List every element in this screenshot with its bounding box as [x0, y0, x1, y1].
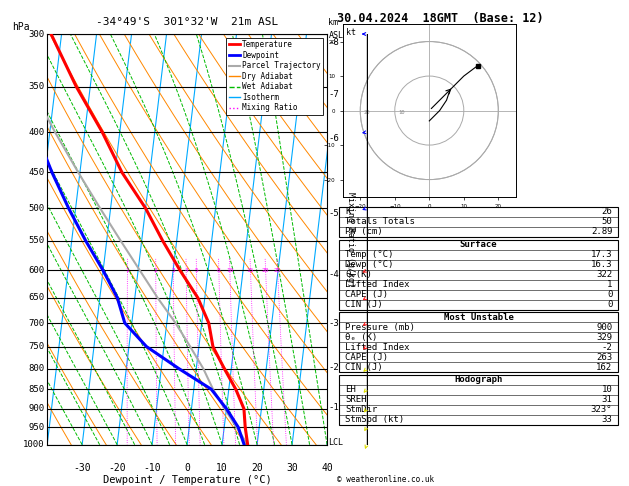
Text: Pressure (mb): Pressure (mb) [345, 323, 415, 332]
Text: 15: 15 [247, 268, 254, 273]
Text: Lifted Index: Lifted Index [345, 280, 409, 289]
Text: 450: 450 [28, 168, 45, 177]
Text: Dewpoint / Temperature (°C): Dewpoint / Temperature (°C) [103, 475, 272, 486]
Text: 0: 0 [184, 463, 190, 473]
Text: K: K [345, 208, 350, 216]
Text: kt: kt [347, 28, 357, 37]
Text: 950: 950 [28, 423, 45, 432]
Text: 17.3: 17.3 [591, 250, 613, 259]
Text: -6: -6 [328, 135, 339, 143]
Text: 33: 33 [601, 416, 613, 424]
Text: CAPE (J): CAPE (J) [345, 353, 388, 362]
Text: -34°49'S  301°32'W  21m ASL: -34°49'S 301°32'W 21m ASL [96, 17, 278, 27]
Text: SREH: SREH [345, 396, 367, 404]
Text: 40: 40 [321, 463, 333, 473]
Text: 10: 10 [226, 268, 233, 273]
Bar [339, 240, 618, 310]
Text: 2.89: 2.89 [591, 227, 613, 236]
Text: © weatheronline.co.uk: © weatheronline.co.uk [337, 474, 433, 484]
Text: 10: 10 [398, 110, 404, 115]
Text: 1: 1 [126, 268, 130, 273]
Text: θₑ (K): θₑ (K) [345, 333, 377, 342]
Text: 600: 600 [28, 266, 45, 275]
Text: 5: 5 [194, 268, 198, 273]
Text: -1: -1 [328, 403, 339, 413]
Text: 0: 0 [607, 290, 613, 299]
Text: 1000: 1000 [23, 440, 45, 449]
Text: Most Unstable: Most Unstable [443, 313, 514, 322]
Text: CIN (J): CIN (J) [345, 300, 382, 309]
Text: StmDir: StmDir [345, 405, 377, 415]
Text: -2: -2 [328, 363, 339, 372]
Text: -10: -10 [143, 463, 161, 473]
Text: 2: 2 [154, 268, 158, 273]
Text: 8: 8 [217, 268, 221, 273]
Text: CAPE (J): CAPE (J) [345, 290, 388, 299]
Text: 263: 263 [596, 353, 613, 362]
Text: 50: 50 [601, 217, 613, 226]
Text: km: km [328, 17, 338, 27]
Text: 322: 322 [596, 270, 613, 279]
Text: Lifted Index: Lifted Index [345, 343, 409, 352]
Text: 550: 550 [28, 236, 45, 245]
Bar [339, 312, 618, 372]
Text: 16.3: 16.3 [591, 260, 613, 269]
Text: 750: 750 [28, 342, 45, 351]
Text: 500: 500 [28, 204, 45, 213]
Text: hPa: hPa [13, 21, 30, 32]
Text: 800: 800 [28, 364, 45, 373]
Text: 0: 0 [607, 300, 613, 309]
Text: 30.04.2024  18GMT  (Base: 12): 30.04.2024 18GMT (Base: 12) [337, 12, 543, 25]
Text: -8: -8 [328, 38, 339, 48]
Text: 400: 400 [28, 128, 45, 137]
Text: Temp (°C): Temp (°C) [345, 250, 393, 259]
Text: 700: 700 [28, 318, 45, 328]
Text: CIN (J): CIN (J) [345, 363, 382, 372]
Text: 25: 25 [274, 268, 281, 273]
Bar [339, 207, 618, 237]
Text: 300: 300 [28, 30, 45, 38]
Text: 20: 20 [262, 268, 269, 273]
Text: 10: 10 [216, 463, 228, 473]
Text: PW (cm): PW (cm) [345, 227, 382, 236]
Text: 4: 4 [184, 268, 188, 273]
Text: EH: EH [345, 385, 356, 395]
Text: -30: -30 [74, 463, 91, 473]
Text: 10: 10 [601, 385, 613, 395]
Text: 3: 3 [172, 268, 175, 273]
Text: 30: 30 [286, 463, 298, 473]
Text: Totals Totals: Totals Totals [345, 217, 415, 226]
Text: Dewp (°C): Dewp (°C) [345, 260, 393, 269]
Text: Surface: Surface [460, 240, 498, 249]
Text: ASL: ASL [328, 31, 343, 40]
Text: 900: 900 [596, 323, 613, 332]
Text: 162: 162 [596, 363, 613, 372]
Bar [339, 375, 618, 425]
Text: 350: 350 [28, 82, 45, 91]
Text: LCL: LCL [328, 438, 343, 447]
Text: -20: -20 [108, 463, 126, 473]
Text: Hodograph: Hodograph [455, 376, 503, 384]
Text: 329: 329 [596, 333, 613, 342]
Text: 1: 1 [607, 280, 613, 289]
Text: 20: 20 [251, 463, 263, 473]
Text: -7: -7 [328, 90, 339, 99]
Text: Mixing Ratio (g/kg): Mixing Ratio (g/kg) [346, 192, 355, 287]
Text: 323°: 323° [591, 405, 613, 415]
Text: -3: -3 [328, 318, 339, 328]
Text: 31: 31 [601, 396, 613, 404]
Text: -4: -4 [328, 271, 339, 279]
Text: -5: -5 [328, 209, 339, 218]
Legend: Temperature, Dewpoint, Parcel Trajectory, Dry Adiabat, Wet Adiabat, Isotherm, Mi: Temperature, Dewpoint, Parcel Trajectory… [226, 38, 323, 115]
Text: 850: 850 [28, 385, 45, 394]
Text: 26: 26 [601, 208, 613, 216]
Text: -2: -2 [601, 343, 613, 352]
Text: StmSpd (kt): StmSpd (kt) [345, 416, 404, 424]
Text: 650: 650 [28, 293, 45, 302]
Text: θₑ(K): θₑ(K) [345, 270, 372, 279]
Text: 900: 900 [28, 404, 45, 413]
Text: 20: 20 [364, 110, 370, 115]
